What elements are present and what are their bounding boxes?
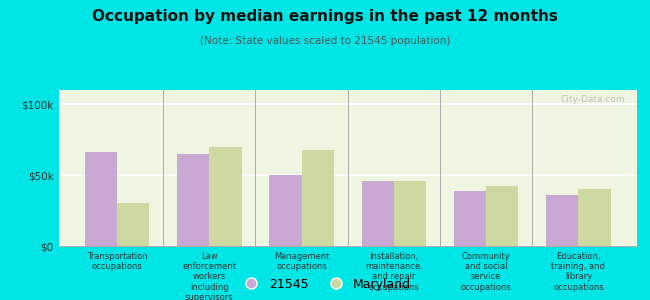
Bar	[486, 186, 519, 246]
Text: Occupation by median earnings in the past 12 months: Occupation by median earnings in the pas…	[92, 9, 558, 24]
Bar	[578, 189, 611, 246]
Bar	[84, 152, 117, 246]
Bar	[269, 175, 302, 246]
Legend: 21545, Maryland: 21545, Maryland	[239, 278, 411, 291]
Bar	[302, 150, 334, 246]
Bar	[546, 195, 578, 246]
Bar	[361, 181, 394, 246]
Bar	[117, 203, 150, 246]
Text: (Note: State values scaled to 21545 population): (Note: State values scaled to 21545 popu…	[200, 36, 450, 46]
Bar	[177, 154, 209, 246]
Text: City-Data.com: City-Data.com	[561, 95, 625, 104]
Bar	[454, 191, 486, 246]
Bar	[394, 181, 426, 246]
Bar	[209, 147, 242, 246]
